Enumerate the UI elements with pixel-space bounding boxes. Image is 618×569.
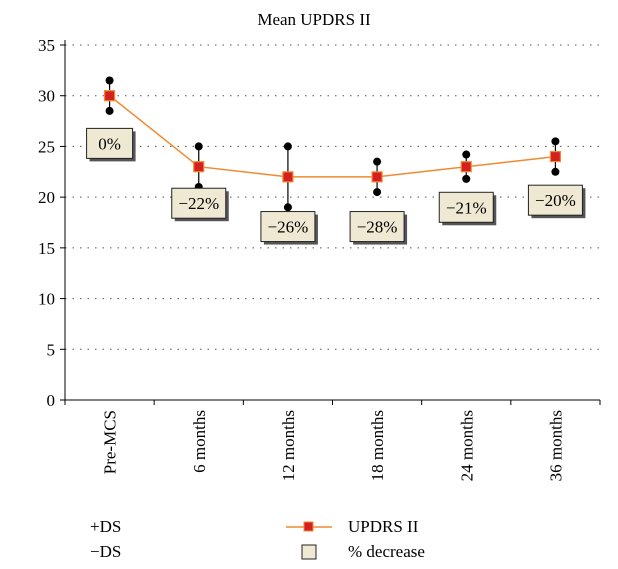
legend-minus-ds: −DS bbox=[90, 542, 121, 561]
percent-label-box bbox=[171, 187, 227, 219]
series-line bbox=[109, 95, 556, 178]
percent-label-box bbox=[260, 211, 316, 243]
x-tick-label: 24 months bbox=[457, 410, 476, 481]
percent-label-text: −28% bbox=[357, 218, 398, 237]
plus-ds-point bbox=[551, 137, 560, 146]
percent-label-box bbox=[527, 184, 583, 216]
data-point bbox=[193, 161, 205, 173]
data-point bbox=[282, 171, 294, 183]
data-point bbox=[103, 90, 116, 102]
minus-ds-point bbox=[373, 188, 382, 197]
y-tick-label: 15 bbox=[38, 239, 55, 258]
legend-plus-ds: +DS bbox=[90, 517, 121, 536]
percent-label: −22% bbox=[171, 187, 229, 222]
y-tick-label: 35 bbox=[38, 36, 55, 55]
legend-decrease-box-icon bbox=[301, 544, 317, 560]
percent-label: −26% bbox=[260, 211, 318, 245]
minus-ds-point bbox=[551, 167, 560, 176]
percent-label: −20% bbox=[527, 184, 586, 219]
minus-ds-point bbox=[105, 106, 114, 115]
percent-label-text: 0% bbox=[98, 134, 121, 153]
grid-lines bbox=[65, 44, 600, 350]
x-tick-label: 12 months bbox=[279, 410, 298, 481]
percent-label-text: −20% bbox=[535, 191, 576, 210]
series-lines bbox=[109, 95, 556, 178]
percent-label-box bbox=[438, 191, 494, 223]
plus-ds-point bbox=[373, 157, 382, 166]
minus-ds-point bbox=[283, 203, 292, 212]
x-axis-ticks: Pre-MCS 6 months 12 months 18 months 24 mont… bbox=[64, 400, 601, 481]
axes bbox=[64, 40, 600, 401]
legend: +DS −DS UPDRS II % decrease bbox=[90, 517, 425, 561]
y-axis-ticks: 0 5 10 15 20 25 30 35 bbox=[38, 36, 65, 410]
percent-label-text: −21% bbox=[446, 198, 487, 217]
y-tick-label: 10 bbox=[38, 290, 55, 309]
plus-ds-point bbox=[194, 142, 203, 151]
y-tick-label: 25 bbox=[38, 137, 55, 156]
minus-ds-point bbox=[462, 174, 471, 183]
legend-series-marker-icon bbox=[303, 521, 314, 532]
chart-title: Mean UPDRS II bbox=[257, 10, 371, 29]
percent-label: 0% bbox=[86, 127, 136, 162]
data-point bbox=[371, 171, 383, 183]
x-tick-label: 6 months bbox=[190, 410, 209, 473]
plus-ds-point bbox=[283, 142, 292, 151]
y-tick-label: 5 bbox=[47, 340, 56, 359]
x-tick-label: 36 months bbox=[546, 410, 565, 481]
percent-label-box bbox=[86, 127, 134, 159]
percent-decrease-labels: 0% −22% −26% −28% −21% −20% bbox=[86, 127, 586, 245]
y-tick-label: 20 bbox=[38, 188, 55, 207]
plus-ds-point bbox=[462, 150, 471, 159]
percent-label-text: −26% bbox=[268, 218, 309, 237]
plus-ds-point bbox=[105, 76, 114, 85]
y-tick-label: 0 bbox=[47, 391, 56, 410]
legend-decrease-label: % decrease bbox=[348, 542, 425, 561]
percent-label-box bbox=[349, 211, 405, 243]
series-markers bbox=[103, 90, 562, 183]
percent-label: −28% bbox=[349, 211, 408, 245]
x-tick-label: 18 months bbox=[368, 410, 387, 481]
percent-label-text: −22% bbox=[178, 194, 219, 213]
data-point bbox=[549, 150, 562, 163]
y-tick-label: 30 bbox=[38, 87, 55, 106]
data-point bbox=[460, 161, 472, 173]
percent-label: −21% bbox=[438, 191, 497, 226]
legend-series-label: UPDRS II bbox=[348, 517, 419, 536]
x-tick-label: Pre-MCS bbox=[101, 410, 120, 474]
